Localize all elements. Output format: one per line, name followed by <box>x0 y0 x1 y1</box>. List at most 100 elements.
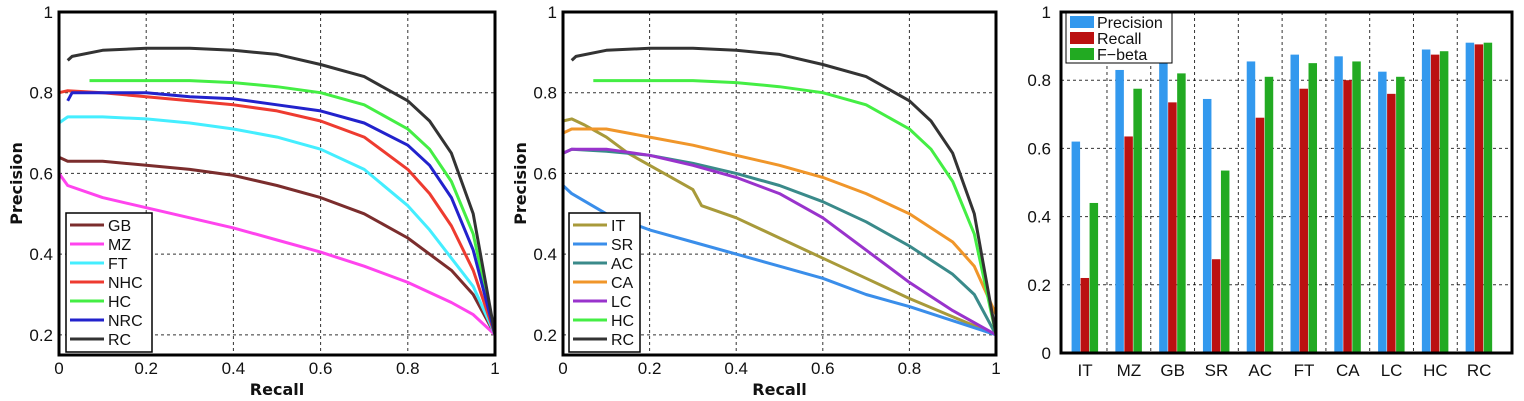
x-tick-label: 0.4 <box>222 359 246 378</box>
bar-sr-1 <box>1211 259 1221 353</box>
bar-ft-2 <box>1308 63 1318 354</box>
bar-gb-0 <box>1159 63 1168 354</box>
bar-mz-1 <box>1124 136 1133 353</box>
legend-swatch-1 <box>1070 32 1094 44</box>
y-tick-label: 0.8 <box>29 84 53 103</box>
x-tick-label: 0.8 <box>898 359 922 378</box>
series-line-ft <box>58 115 497 336</box>
series-line-ac <box>562 147 998 336</box>
bar-ac-1 <box>1255 117 1265 354</box>
x-tick-label: 0 <box>558 359 567 378</box>
legend-label-0: Precision <box>1097 15 1163 32</box>
legend-label-hc: HC <box>611 313 634 330</box>
series-line-nrc <box>66 91 497 336</box>
legend-label-ft: FT <box>108 256 128 273</box>
legend: GB MZ FT NHC HC NRC RC <box>65 212 153 353</box>
y-axis-label: Precision <box>7 142 26 225</box>
y-tick-label: 0.2 <box>533 326 557 345</box>
legend-label-ac: AC <box>611 256 633 273</box>
bar-it-2 <box>1089 202 1099 353</box>
x-tick-label: 0.6 <box>309 359 333 378</box>
legend-swatch-0 <box>1070 16 1094 28</box>
x-tick-label: 1 <box>991 359 1000 378</box>
bar-rc-2 <box>1483 42 1493 353</box>
bar-lc-1 <box>1387 93 1396 353</box>
legend-label-nhc: NHC <box>108 275 143 292</box>
series-line-ca <box>562 127 998 316</box>
y-axis-label: Precision <box>511 142 530 225</box>
series-line-hc <box>89 79 497 336</box>
x-tick-label: FT <box>1294 361 1315 380</box>
series-line-gb <box>58 155 497 336</box>
plot-frame <box>1059 10 1514 355</box>
x-tick-label: LC <box>1381 361 1403 380</box>
legend-label-mz: MZ <box>108 237 131 254</box>
bar-ft-0 <box>1290 54 1300 353</box>
y-tick-label: 0.4 <box>29 245 53 264</box>
x-tick-label: CA <box>1336 361 1360 380</box>
bar-lc-2 <box>1396 76 1405 353</box>
pr-chart-1: 0 0.2 0.4 0.6 0.8 10.20.40.60.81RecallPrecisi… <box>7 3 500 399</box>
bar-chart: IT MZ GB SR AC FT CA LC HC RC 0 0.2 0.4 0.6 0.8 1 Precis… <box>1027 3 1514 380</box>
x-tick-label: 0.6 <box>811 359 835 378</box>
series-line-rc <box>570 46 998 336</box>
bar-mz-2 <box>1133 88 1142 353</box>
series-line-it <box>562 117 997 337</box>
y-tick-label: 1 <box>1042 3 1051 22</box>
bar-gb-2 <box>1177 73 1186 353</box>
series-line-sr <box>561 184 997 337</box>
x-tick-label: 1 <box>490 359 499 378</box>
bar-hc-1 <box>1430 54 1440 353</box>
legend-label-1: Recall <box>1097 31 1141 48</box>
bar-sr-2 <box>1220 170 1230 353</box>
y-tick-label: 0.6 <box>533 164 557 183</box>
bar-ca-0 <box>1334 56 1343 354</box>
bar-ac-2 <box>1264 76 1274 353</box>
x-tick-label: RC <box>1467 361 1492 380</box>
legend-label-hc: HC <box>108 294 131 311</box>
x-tick-label: 0 <box>54 359 63 378</box>
x-axis-label: Recall <box>250 380 304 399</box>
bar-ft-1 <box>1299 88 1309 353</box>
plot-frame <box>561 10 998 357</box>
x-tick-label: 0.8 <box>396 359 420 378</box>
bar-ac-0 <box>1246 61 1256 353</box>
bar-ca-2 <box>1352 61 1361 353</box>
y-tick-label: 1 <box>548 3 557 22</box>
bar-gb-1 <box>1168 102 1177 354</box>
y-tick-label: 0.4 <box>1027 208 1051 227</box>
legend-label-lc: LC <box>611 294 631 311</box>
legend-label-2: F−beta <box>1097 47 1147 64</box>
y-tick-label: 0.2 <box>29 326 53 345</box>
bar-it-0 <box>1071 141 1081 353</box>
pr-chart-2: 0 0.2 0.4 0.6 0.8 10.20.40.60.81RecallPrecisi… <box>511 3 1001 399</box>
legend-label-nrc: NRC <box>108 313 143 330</box>
x-tick-label: SR <box>1205 361 1229 380</box>
legend: IT SR AC CA LC HC RC <box>568 212 641 353</box>
legend-label-sr: SR <box>611 237 633 254</box>
bar-lc-0 <box>1378 71 1387 354</box>
x-tick-label: 0.2 <box>134 359 158 378</box>
x-tick-label: HC <box>1423 361 1448 380</box>
x-tick-label: IT <box>1078 361 1093 380</box>
y-tick-label: 0.6 <box>29 164 53 183</box>
x-axis-label: Recall <box>752 380 806 399</box>
x-tick-label: GB <box>1160 361 1185 380</box>
series-line-mz <box>57 172 497 336</box>
legend-label-rc: RC <box>108 332 131 349</box>
y-tick-label: 0.2 <box>1027 276 1051 295</box>
series-line-rc <box>66 46 497 336</box>
x-tick-label: 0.4 <box>724 359 748 378</box>
bar-hc-0 <box>1421 49 1431 353</box>
series-line-hc <box>593 79 998 336</box>
legend-label-rc: RC <box>611 332 634 349</box>
y-tick-label: 0.6 <box>1027 139 1051 158</box>
legend-swatch-2 <box>1070 48 1094 60</box>
y-tick-label: 0.4 <box>533 245 557 264</box>
plot-frame <box>57 10 497 357</box>
y-tick-label: 0.8 <box>1027 71 1051 90</box>
x-tick-label: MZ <box>1117 361 1142 380</box>
bar-it-1 <box>1080 277 1090 353</box>
series-line-lc <box>562 147 997 337</box>
